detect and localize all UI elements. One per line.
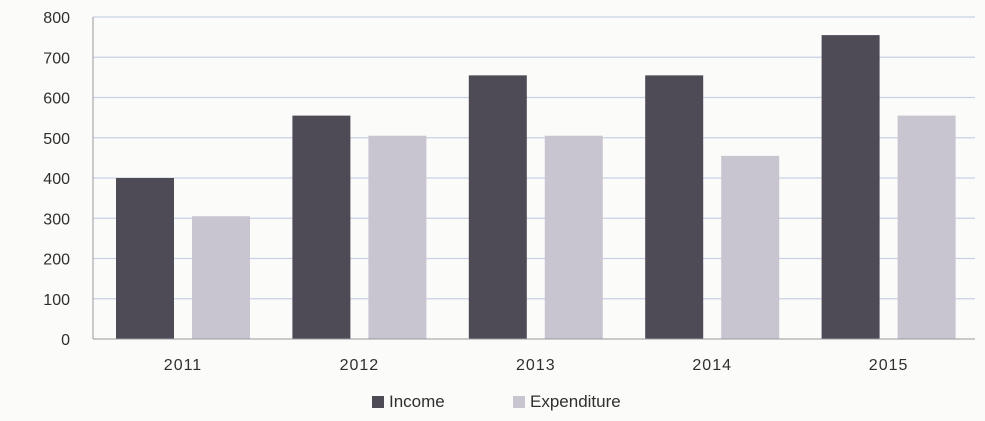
x-tick-label: 2013 [516, 357, 556, 374]
y-tick-label: 200 [43, 252, 70, 269]
bar-expenditure-2013 [544, 135, 603, 339]
x-tick-label: 2012 [340, 357, 380, 374]
bar-income-2013 [468, 75, 527, 340]
legend-swatch-income [372, 396, 384, 408]
legend-swatch-expenditure [513, 396, 525, 408]
bar-expenditure-2011 [192, 216, 250, 339]
bar-income-2011 [116, 178, 174, 339]
axes [92, 17, 975, 340]
y-tick-label: 0 [61, 332, 70, 349]
bar-expenditure-2015 [897, 115, 956, 339]
y-tick-label: 300 [43, 211, 70, 228]
bar-expenditure-2012 [368, 135, 427, 339]
legend-label-expenditure: Expenditure [530, 392, 621, 411]
y-tick-label: 500 [43, 131, 70, 148]
bar-expenditure-2014 [721, 155, 780, 339]
y-tick-label: 100 [43, 292, 70, 309]
legend-label-income: Income [389, 392, 445, 411]
bars [116, 35, 956, 340]
y-axis-ticks: 0 100 200 300 400 500 600 700 800 [43, 10, 70, 349]
x-axis-ticks: 2011 2012 2013 2014 2015 [164, 357, 909, 374]
legend: Income Expenditure [372, 392, 621, 411]
bar-income-2015 [821, 35, 880, 340]
bar-income-2014 [645, 75, 704, 340]
bar-income-2012 [292, 115, 351, 339]
y-tick-label: 600 [43, 91, 70, 108]
y-tick-label: 800 [43, 10, 70, 27]
y-tick-label: 700 [43, 50, 70, 67]
x-tick-label: 2015 [869, 357, 909, 374]
x-tick-label: 2014 [692, 357, 732, 374]
x-tick-label: 2011 [164, 357, 202, 374]
y-tick-label: 400 [43, 171, 70, 188]
